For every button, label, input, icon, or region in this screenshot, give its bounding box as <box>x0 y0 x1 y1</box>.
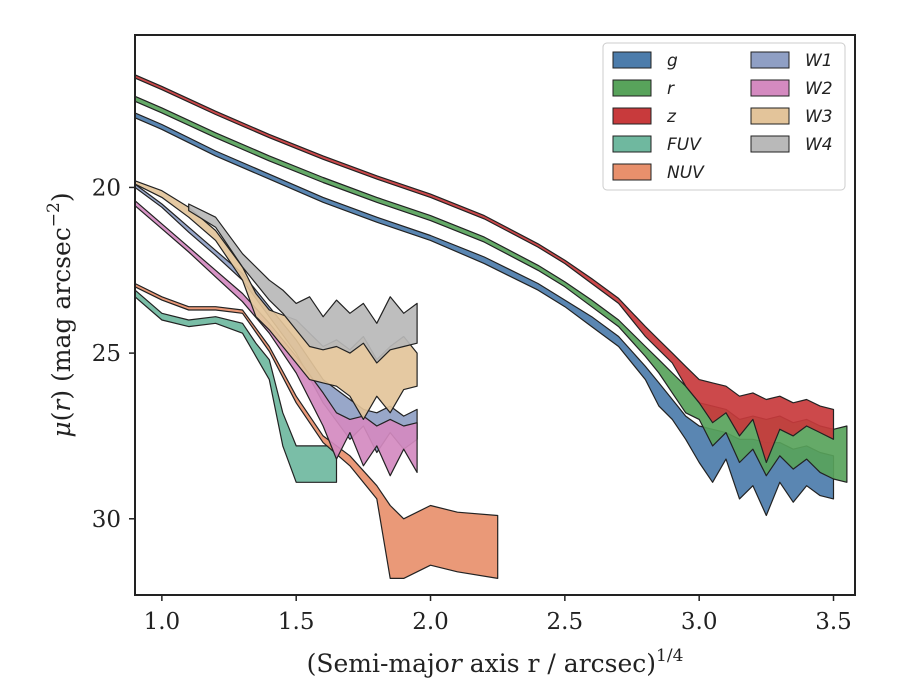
legend-label-g: g <box>667 51 678 71</box>
x-tick-label: 1.0 <box>144 609 181 635</box>
legend-swatch-w2 <box>750 79 790 97</box>
band-z <box>134 74 835 464</box>
legend-swatch-w4 <box>750 135 790 153</box>
axis-ticks: 1.0 1.5 2.0 2.5 3.0 3.5 20 25 30 <box>92 175 852 635</box>
legend-swatch-w1 <box>750 51 790 69</box>
legend-swatch-nuv <box>612 163 652 181</box>
band-w4 <box>188 203 418 364</box>
band-areas <box>134 74 848 580</box>
x-tick-label: 3.0 <box>681 609 718 635</box>
legend-label-nuv: NUV <box>667 163 705 183</box>
plot-frame <box>134 34 856 596</box>
legend-label-w4: W4 <box>805 135 833 155</box>
y-tick-label: 20 <box>92 175 121 201</box>
legend-swatch-r <box>612 79 652 97</box>
legend-label-w2: W2 <box>805 79 833 99</box>
legend-label-w3: W3 <box>805 107 833 127</box>
y-tick-label: 25 <box>92 341 121 367</box>
band-w3 <box>134 180 418 420</box>
band-r <box>134 95 848 483</box>
x-tick-label: 2.0 <box>412 609 449 635</box>
legend-label-r: r <box>667 79 675 99</box>
x-tick-label: 2.5 <box>547 609 584 635</box>
legend-label-fuv: FUV <box>667 135 702 155</box>
legend-swatch-z <box>612 107 652 125</box>
band-fuv <box>134 289 338 483</box>
legend-label-w1: W1 <box>805 51 833 71</box>
x-tick-label: 3.5 <box>815 609 852 635</box>
legend-swatch-fuv <box>612 135 652 153</box>
x-axis-label: (Semi-major axis r / arcsec)1/4 <box>307 646 684 678</box>
y-axis-label: μ(r) (mag arcsec−2) <box>44 192 76 437</box>
legend-swatch-g <box>612 51 652 69</box>
legend: grz FUV NUV W1 W2 W3 W4 <box>602 42 846 191</box>
y-tick-label: 30 <box>92 507 121 533</box>
legend-label-z: z <box>666 107 677 127</box>
band-nuv <box>134 282 499 580</box>
band-g <box>134 112 835 517</box>
x-tick-label: 1.5 <box>278 609 315 635</box>
legend-swatch-w3 <box>750 107 790 125</box>
